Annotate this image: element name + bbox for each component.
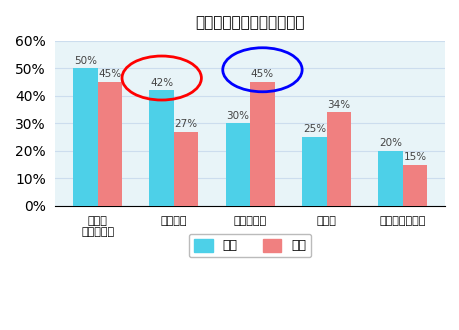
Text: 27%: 27% xyxy=(174,119,197,129)
Legend: 男性, 女性: 男性, 女性 xyxy=(189,234,311,257)
Text: 30%: 30% xyxy=(226,111,249,121)
Bar xyxy=(378,151,402,206)
Text: 20%: 20% xyxy=(378,138,401,148)
Bar xyxy=(225,123,250,206)
Text: 15%: 15% xyxy=(403,152,425,162)
Bar xyxy=(73,68,97,206)
Text: 42%: 42% xyxy=(150,78,173,88)
Bar xyxy=(326,113,350,206)
Title: サイトでよく目に入る項目: サイトでよく目に入る項目 xyxy=(195,15,304,30)
Bar xyxy=(302,137,326,206)
Bar xyxy=(402,165,426,206)
Text: 50%: 50% xyxy=(74,56,97,66)
Text: 45%: 45% xyxy=(250,69,274,80)
Bar xyxy=(250,82,274,206)
Text: 45%: 45% xyxy=(98,69,121,80)
Bar xyxy=(174,132,198,206)
Bar xyxy=(97,82,122,206)
Text: 25%: 25% xyxy=(302,124,325,134)
Bar xyxy=(149,90,174,206)
Text: 34%: 34% xyxy=(326,100,350,110)
